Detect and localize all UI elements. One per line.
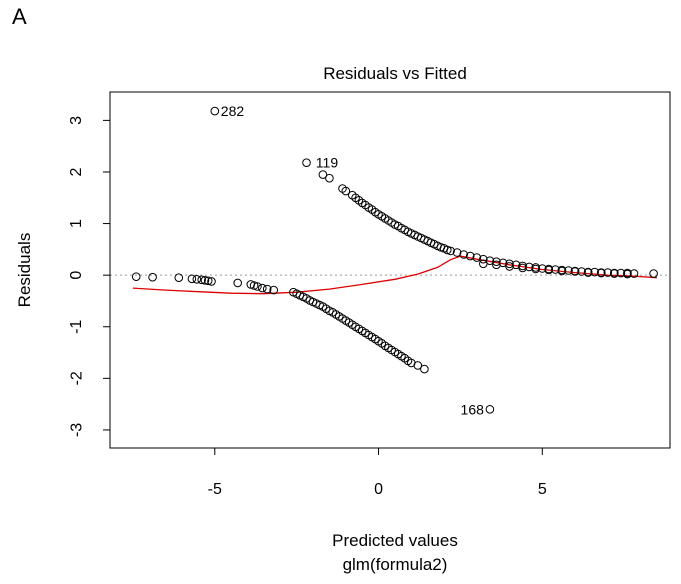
data-point xyxy=(465,251,475,261)
data-point xyxy=(413,361,423,370)
data-point xyxy=(570,267,580,276)
data-point xyxy=(197,275,206,285)
data-point xyxy=(249,281,259,290)
data-point xyxy=(269,285,279,295)
point-label: 168 xyxy=(461,401,485,417)
y-tick-label: -3 xyxy=(68,423,85,437)
data-point xyxy=(557,266,567,276)
data-point xyxy=(187,274,197,284)
y-tick-label: -2 xyxy=(68,371,85,385)
data-point xyxy=(420,364,429,374)
data-point xyxy=(492,260,501,270)
data-point xyxy=(302,158,311,167)
data-point xyxy=(325,173,334,183)
data-point xyxy=(518,263,527,273)
data-point xyxy=(544,265,554,275)
x-axis-subtitle: glm(formula2) xyxy=(343,555,448,574)
x-axis-title: Predicted values xyxy=(332,531,458,550)
data-point xyxy=(233,278,242,288)
data-point xyxy=(174,273,184,283)
x-tick-label: -5 xyxy=(208,481,222,498)
y-axis-title: Residuals xyxy=(15,233,34,308)
data-point xyxy=(590,267,600,277)
data-point xyxy=(531,264,541,274)
data-point xyxy=(148,272,157,282)
data-point xyxy=(583,268,593,277)
smooth-line xyxy=(132,255,657,295)
panel-label: A xyxy=(12,4,27,29)
data-point xyxy=(485,405,495,414)
data-point xyxy=(479,259,488,269)
data-point xyxy=(131,272,141,282)
data-point xyxy=(498,258,508,268)
data-point xyxy=(603,268,613,277)
y-axis: -3 -2 -1 0 1 2 3 xyxy=(68,116,111,437)
point-label: 119 xyxy=(316,155,339,171)
data-point xyxy=(207,277,216,286)
data-point xyxy=(551,265,560,274)
data-point xyxy=(210,106,220,116)
y-tick-label: -1 xyxy=(68,320,85,334)
data-point xyxy=(192,275,202,284)
data-point xyxy=(472,253,482,262)
data-point xyxy=(262,284,272,294)
x-axis: -5 0 5 xyxy=(208,447,547,498)
y-tick-label: 2 xyxy=(68,167,85,176)
data-point xyxy=(596,268,606,278)
y-tick-label: 1 xyxy=(68,219,85,228)
data-point xyxy=(318,170,328,179)
x-tick-label: 0 xyxy=(374,481,383,498)
y-tick-label: 0 xyxy=(68,271,85,280)
point-labels-layer: 282 119 168 xyxy=(221,103,484,417)
x-tick-label: 5 xyxy=(538,481,547,498)
y-tick-label: 3 xyxy=(68,116,85,125)
data-point xyxy=(564,266,573,275)
data-point xyxy=(258,283,267,293)
data-point xyxy=(616,268,626,278)
data-point xyxy=(479,254,488,264)
data-point xyxy=(538,264,547,273)
data-point xyxy=(623,269,632,279)
point-label: 282 xyxy=(221,103,245,119)
chart-title: Residuals vs Fitted xyxy=(323,64,467,83)
data-point xyxy=(524,262,534,272)
data-point xyxy=(492,257,501,267)
data-point xyxy=(341,186,351,196)
data-point xyxy=(629,269,639,278)
data-point xyxy=(649,269,658,278)
data-point xyxy=(200,276,210,285)
data-point xyxy=(610,269,619,278)
data-point xyxy=(459,250,469,259)
data-point xyxy=(203,276,213,286)
data-point xyxy=(505,262,514,271)
data-point xyxy=(446,246,455,256)
data-point xyxy=(577,267,586,276)
smooth-line-layer xyxy=(132,255,657,295)
data-point xyxy=(443,245,452,255)
data-point xyxy=(505,259,514,269)
points-layer xyxy=(131,106,658,414)
data-point xyxy=(253,282,262,291)
data-point xyxy=(452,248,462,257)
